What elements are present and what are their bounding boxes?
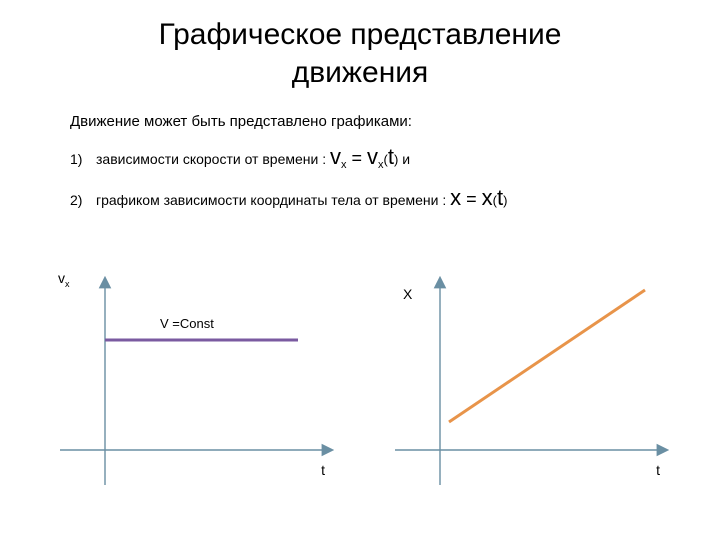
item1-text-after: и (402, 151, 410, 167)
chart-right-y-label: X (403, 286, 412, 302)
chart-left-line-label: V =Const (160, 316, 214, 331)
slide-title: Графическое представление движения (0, 0, 720, 91)
chart-position-svg (385, 270, 680, 500)
chart-position: X t (385, 270, 680, 500)
item1-text-before: зависимости скорости от времени : (96, 151, 330, 167)
numbered-list: 1) зависимости скорости от времени : vx … (70, 144, 720, 211)
chart-left-y-label-sub: x (65, 279, 70, 289)
chart-left-y-label-text: v (58, 270, 65, 286)
item2-formula: x = x(t) (450, 192, 507, 208)
list-item-2-text: графиком зависимости координаты тела от … (96, 185, 507, 211)
chart-right-x-label: t (656, 462, 660, 478)
intro-text: Движение может быть представлено графика… (70, 113, 720, 130)
list-item-1-text: зависимости скорости от времени : vx = v… (96, 144, 410, 171)
list-item-1-number: 1) (70, 151, 96, 167)
item2-eq: = (461, 189, 482, 209)
item1-paren-close: ) (394, 152, 398, 167)
title-line-1: Графическое представление (159, 18, 562, 51)
chart-velocity: vx t V =Const (50, 270, 345, 500)
item2-text-before: графиком зависимости координаты тела от … (96, 192, 450, 208)
chart-left-x-label: t (321, 462, 325, 478)
item1-v: v (330, 144, 341, 169)
item1-v2: v (367, 144, 378, 169)
chart-left-y-label: vx (58, 270, 70, 289)
charts-row: vx t V =Const X t (50, 270, 680, 510)
chart-right-diag-line (449, 290, 645, 422)
list-item-2-number: 2) (70, 192, 96, 208)
item2-x: x (450, 185, 461, 210)
item1-formula: vx = vx(t) (330, 151, 402, 167)
title-line-2: движения (292, 56, 429, 89)
item1-eq: = (347, 148, 368, 168)
item2-x2: x (482, 185, 493, 210)
chart-velocity-svg (50, 270, 345, 500)
list-item-2: 2) графиком зависимости координаты тела … (70, 185, 720, 211)
list-item-1: 1) зависимости скорости от времени : vx … (70, 144, 720, 171)
item2-paren-close: ) (503, 193, 507, 208)
